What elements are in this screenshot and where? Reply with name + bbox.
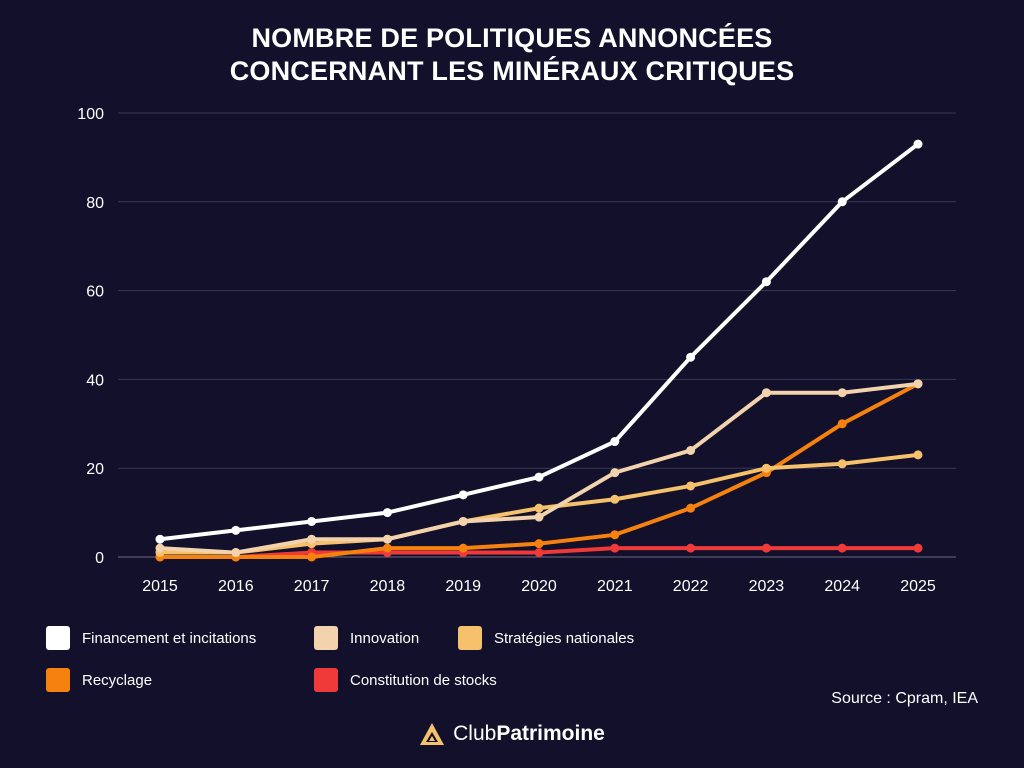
data-point: [458, 516, 468, 526]
data-point: [382, 543, 392, 553]
y-tick-label: 0: [95, 550, 104, 567]
legend-swatch: [46, 668, 70, 692]
data-point: [458, 490, 468, 500]
data-point: [534, 512, 544, 522]
data-point: [231, 525, 241, 535]
data-point: [686, 352, 696, 362]
data-point: [610, 530, 620, 540]
x-tick-label: 2015: [142, 578, 178, 595]
x-tick-label: 2025: [900, 578, 936, 595]
data-point: [686, 543, 696, 553]
data-point: [534, 539, 544, 549]
data-point: [837, 459, 847, 469]
data-point: [155, 534, 165, 544]
data-point: [761, 463, 771, 473]
data-point: [686, 445, 696, 455]
legend-item: Recyclage: [46, 668, 152, 692]
y-tick-label: 80: [86, 195, 104, 212]
legend-item: Financement et incitations: [46, 626, 256, 650]
y-tick-label: 40: [86, 372, 104, 389]
data-point: [761, 543, 771, 553]
source-note: Source : Cpram, IEA: [831, 690, 978, 707]
x-tick-label: 2020: [521, 578, 557, 595]
x-tick-label: 2022: [673, 578, 709, 595]
chart-title-line-2: CONCERNANT LES MINÉRAUX CRITIQUES: [229, 56, 795, 86]
data-point: [155, 543, 165, 553]
data-point: [458, 543, 468, 553]
club-patrimoine-logo-icon: [420, 723, 445, 745]
y-tick-label: 100: [77, 106, 104, 123]
legend-item: Constitution de stocks: [314, 668, 497, 692]
data-point: [610, 437, 620, 447]
data-point: [307, 552, 317, 562]
legend-label: Stratégies nationales: [494, 629, 635, 647]
line-chart: 0 20 40 60 80 100 2015 2016 2017 2018 2019 2020 2021…: [77, 106, 956, 595]
data-point: [307, 516, 317, 526]
data-point: [534, 548, 544, 558]
brand-name-part-1: Club: [453, 722, 497, 745]
data-point: [913, 450, 923, 460]
legend-label: Constitution de stocks: [350, 671, 497, 689]
x-tick-label: 2023: [749, 578, 785, 595]
data-point: [686, 481, 696, 491]
legend-label: Innovation: [350, 629, 420, 647]
x-tick-label: 2019: [445, 578, 481, 595]
y-tick-label: 60: [86, 284, 104, 301]
legend-item: Innovation: [314, 626, 419, 650]
x-tick-label: 2021: [597, 578, 633, 595]
chart-legend: Financement et incitations Innovation Stra…: [46, 624, 666, 714]
legend-label: Recyclage: [82, 671, 153, 689]
data-point: [231, 548, 241, 558]
data-point: [307, 534, 317, 544]
data-point: [913, 543, 923, 553]
data-point: [761, 277, 771, 287]
data-point: [913, 139, 923, 149]
x-tick-label: 2017: [294, 578, 330, 595]
data-point: [837, 419, 847, 429]
chart-title-line-1: NOMBRE DE POLITIQUES ANNONCÉES: [251, 23, 773, 53]
chart-title: NOMBRE DE POLITIQUES ANNONCÉES CONCERNAN…: [0, 22, 1024, 88]
data-point: [686, 503, 696, 513]
brand-name-part-2: Patrimoine: [496, 722, 605, 745]
brand-logo: Club Patrimoine: [0, 722, 1024, 746]
data-point: [610, 468, 620, 478]
legend-swatch: [314, 668, 338, 692]
legend-swatch: [314, 626, 338, 650]
data-point: [610, 543, 620, 553]
legend-item: Stratégies nationales: [458, 626, 634, 650]
data-point: [837, 388, 847, 398]
data-point: [534, 472, 544, 482]
legend-swatch: [46, 626, 70, 650]
x-tick-label: 2024: [824, 578, 860, 595]
legend-swatch: [458, 626, 482, 650]
data-point: [913, 379, 923, 389]
data-point: [837, 543, 847, 553]
data-point: [382, 534, 392, 544]
series-line-recyclage: [158, 381, 920, 559]
data-point: [610, 494, 620, 504]
data-point: [837, 197, 847, 207]
y-tick-label: 20: [86, 461, 104, 478]
data-point: [761, 388, 771, 398]
legend-label: Financement et incitations: [82, 629, 257, 647]
data-point: [382, 508, 392, 518]
data-point: [534, 503, 544, 513]
x-tick-label: 2018: [370, 578, 406, 595]
x-tick-label: 2016: [218, 578, 254, 595]
